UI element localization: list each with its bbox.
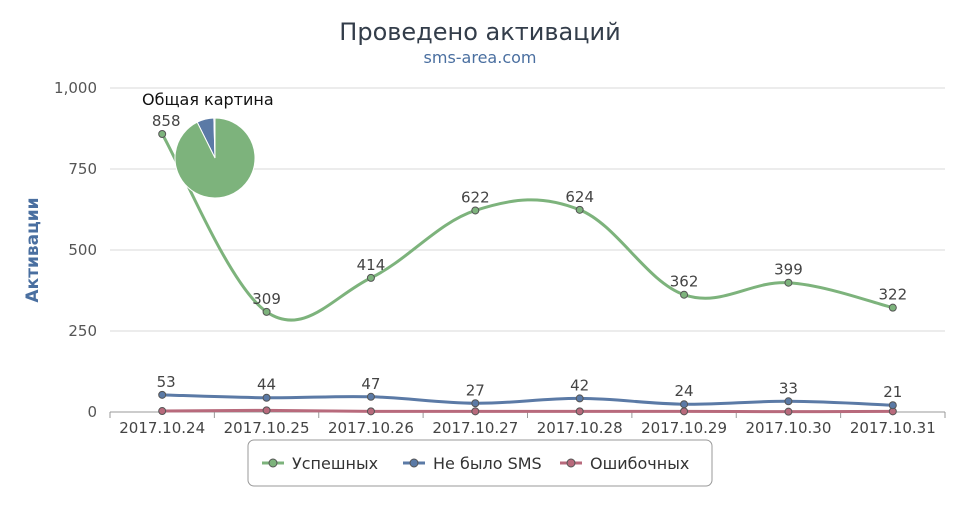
overview-pie: Общая картина	[142, 90, 274, 198]
legend-swatch-marker	[567, 459, 575, 467]
y-axis-label: Активации	[23, 197, 43, 302]
data-label: 47	[361, 375, 380, 393]
pie-title: Общая картина	[142, 90, 274, 109]
data-point[interactable]	[367, 274, 374, 281]
data-label: 622	[461, 188, 490, 206]
data-label: 24	[675, 382, 694, 400]
data-point[interactable]	[263, 394, 270, 401]
data-label: 33	[779, 379, 798, 397]
legend-swatch-marker	[410, 459, 418, 467]
data-label: 53	[157, 373, 176, 391]
y-tick-label: 750	[68, 160, 97, 178]
data-point[interactable]	[472, 408, 479, 415]
data-label: 21	[883, 383, 902, 401]
x-tick-label: 2017.10.29	[641, 419, 727, 437]
data-point[interactable]	[889, 304, 896, 311]
x-tick-label: 2017.10.24	[119, 419, 205, 437]
y-tick-label: 500	[68, 241, 97, 259]
data-point[interactable]	[785, 279, 792, 286]
data-label: 44	[257, 376, 276, 394]
data-label: 42	[570, 376, 589, 394]
data-point[interactable]	[785, 408, 792, 415]
data-point[interactable]	[472, 207, 479, 214]
data-point[interactable]	[263, 407, 270, 414]
data-point[interactable]	[576, 395, 583, 402]
data-point[interactable]	[576, 206, 583, 213]
y-tick-label: 0	[87, 403, 97, 421]
data-point[interactable]	[785, 398, 792, 405]
data-point[interactable]	[681, 401, 688, 408]
y-tick-label: 250	[68, 322, 97, 340]
x-tick-label: 2017.10.28	[537, 419, 623, 437]
x-tick-label: 2017.10.25	[224, 419, 310, 437]
data-point[interactable]	[367, 408, 374, 415]
y-tick-label: 1,000	[54, 79, 97, 97]
pie-slice[interactable]	[175, 118, 255, 198]
data-label: 858	[152, 112, 181, 130]
chart-subtitle: sms-area.com	[424, 48, 537, 67]
data-label: 414	[357, 256, 386, 274]
data-point[interactable]	[681, 291, 688, 298]
data-label: 309	[252, 290, 281, 308]
x-tick-label: 2017.10.26	[328, 419, 414, 437]
x-axis: 2017.10.24 2017.10.25 2017.10.26 2017.10.27…	[110, 412, 945, 437]
series-line	[162, 410, 893, 411]
data-point[interactable]	[367, 393, 374, 400]
data-point[interactable]	[159, 131, 166, 138]
data-point[interactable]	[681, 408, 688, 415]
data-point[interactable]	[263, 308, 270, 315]
data-label: 322	[878, 286, 907, 304]
data-point[interactable]	[159, 391, 166, 398]
legend-label: Не было SMS	[433, 454, 542, 473]
x-tick-label: 2017.10.27	[432, 419, 518, 437]
data-label: 362	[670, 273, 699, 291]
legend-label: Успешных	[292, 454, 378, 473]
data-point[interactable]	[576, 408, 583, 415]
x-tick-label: 2017.10.31	[850, 419, 936, 437]
x-tick-label: 2017.10.30	[745, 419, 831, 437]
legend-label: Ошибочных	[590, 454, 689, 473]
chart-title: Проведено активаций	[339, 18, 620, 46]
data-point[interactable]	[159, 408, 166, 415]
legend: Успешных Не было SMS Ошибочных	[248, 440, 712, 486]
legend-swatch-marker	[269, 459, 277, 467]
data-labels: 53 44 47 27 42 24 33 21 858 309 414 622 624 362 399 322	[152, 112, 907, 401]
data-label: 399	[774, 261, 803, 279]
data-point[interactable]	[472, 400, 479, 407]
y-axis-ticks: 0 250 500 750 1,000	[54, 79, 97, 421]
data-label: 27	[466, 381, 485, 399]
data-label: 624	[565, 188, 594, 206]
data-point[interactable]	[889, 402, 896, 409]
